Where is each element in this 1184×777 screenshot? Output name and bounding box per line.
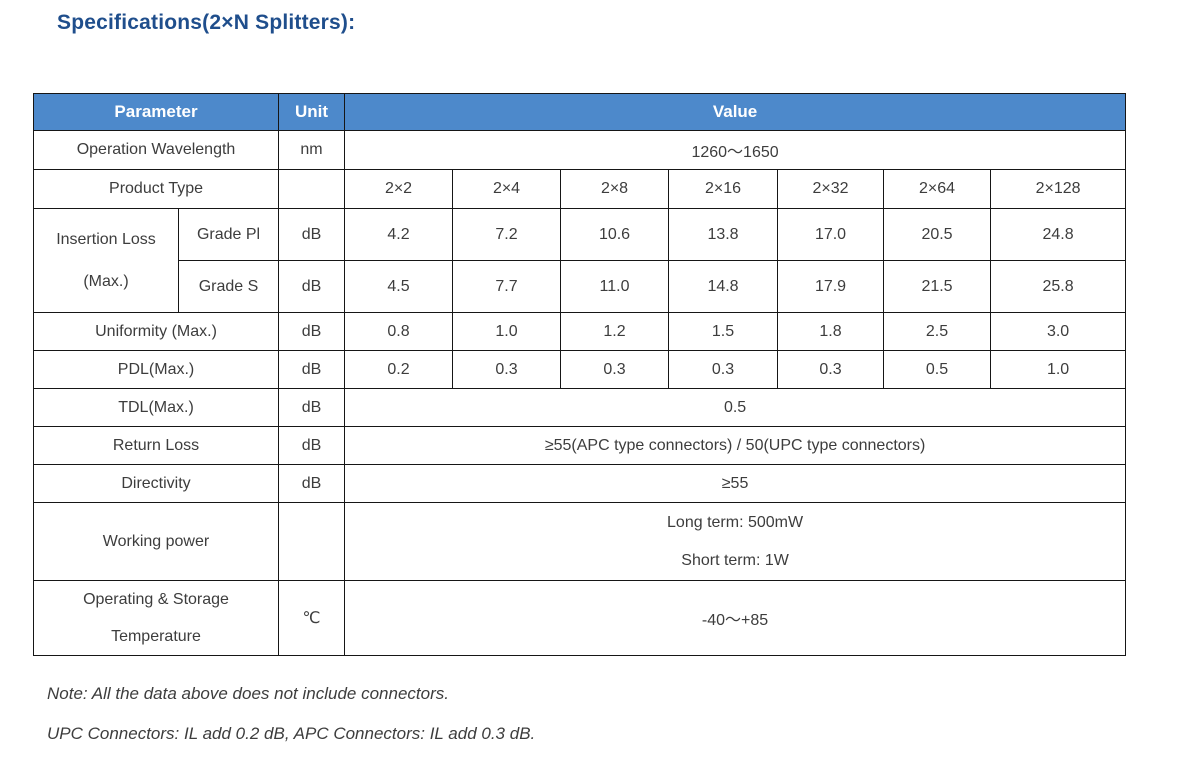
value-cell: 1.0 [452,312,562,351]
value-cell: 24.8 [990,208,1127,261]
unit-cell: nm [278,130,346,170]
param-label: Uniformity (Max.) [32,312,280,351]
note-il-add: UPC Connectors: IL add 0.2 dB, APC Conne… [47,724,536,743]
value-cell: 2×16 [668,169,779,209]
value-cell: 7.7 [452,260,562,313]
value-cell: 2×2 [344,169,454,209]
value-cell: 0.2 [344,350,454,389]
row-operation-wavelength: Operation Wavelength nm 1260～1650 [32,130,1127,170]
sub-param-label: Grade Pl [177,208,280,261]
value-cell: 17.0 [777,208,885,261]
value-cell: 2×4 [452,169,562,209]
value-cell: 21.5 [883,260,992,313]
row-insertion-loss-grade-s: Grade S dB 4.5 7.7 11.0 14.8 17.9 21.5 2… [34,260,1127,313]
value-cell: 1.2 [560,312,670,351]
param-label: Directivity [32,464,280,503]
value-cell: 1.8 [777,312,885,351]
operating-temp-label: Operating & Storage Temperature [83,591,229,645]
table-header-row: Parameter Unit Value [32,93,1127,131]
header-value: Value [344,93,1127,131]
row-pdl: PDL(Max.) dB 0.2 0.3 0.3 0.3 0.3 0.5 1.0 [32,350,1127,389]
row-product-type: Product Type 2×2 2×4 2×8 2×16 2×32 2×64 … [32,169,1127,209]
value-cell: 0.3 [668,350,779,389]
value-cell: 10.6 [560,208,670,261]
value-cell: 0.3 [452,350,562,389]
specifications-table: Parameter Unit Value Operation Wavelengt… [32,93,1127,656]
value-cell: 13.8 [668,208,779,261]
value-cell: 2.5 [883,312,992,351]
unit-cell: dB [278,464,346,503]
value-cell: ≥55(APC type connectors) / 50(UPC type c… [344,426,1127,465]
note-connectors: Note: All the data above does not includ… [47,684,449,703]
value-cell: 2×128 [990,169,1127,209]
unit-cell: dB [278,260,346,313]
value-cell: 3.0 [990,312,1127,351]
row-directivity: Directivity dB ≥55 [32,464,1127,503]
value-cell: 1.0 [990,350,1127,389]
param-label: Product Type [32,169,280,209]
value-cell: 2×32 [777,169,885,209]
value-cell: 4.5 [344,260,454,313]
value-cell: 25.8 [990,260,1127,313]
value-cell: 11.0 [560,260,670,313]
value-cell: 0.8 [344,312,454,351]
working-power-short-term: Short term: 1W [681,551,789,569]
value-cell: 0.3 [560,350,670,389]
row-return-loss: Return Loss dB ≥55(APC type connectors) … [32,426,1127,465]
unit-cell: dB [278,312,346,351]
unit-cell: dB [278,388,346,427]
value-cell: Long term: 500mW Short term: 1W [344,502,1127,581]
unit-cell: dB [278,208,346,261]
page-title: Specifications(2×N Splitters): [57,11,356,34]
header-parameter: Parameter [32,93,280,131]
value-cell: 0.5 [344,388,1127,427]
working-power-long-term: Long term: 500mW [667,513,804,531]
row-uniformity: Uniformity (Max.) dB 0.8 1.0 1.2 1.5 1.8… [32,312,1127,351]
row-working-power: Working power Long term: 500mW Short ter… [32,502,1127,581]
value-cell: -40～+85 [344,580,1127,656]
row-operating-temperature: Operating & Storage Temperature ℃ -40～+8… [32,580,1127,656]
param-label: Operating & Storage Temperature [32,580,280,656]
value-cell: 17.9 [777,260,885,313]
row-tdl: TDL(Max.) dB 0.5 [32,388,1127,427]
unit-cell: dB [278,350,346,389]
row-insertion-loss-grade-pl: Insertion Loss (Max.) Grade Pl dB 4.2 7.… [33,208,1127,313]
value-cell: 7.2 [452,208,562,261]
sub-param-label: Grade S [177,260,280,313]
unit-cell [278,502,346,581]
header-unit: Unit [278,93,346,131]
value-cell: ≥55 [344,464,1127,503]
value-cell: 2×64 [883,169,992,209]
param-label: PDL(Max.) [32,350,280,389]
value-cell: 1.5 [668,312,779,351]
value-cell: 20.5 [883,208,992,261]
insertion-loss-label: Insertion Loss (Max.) [56,230,156,290]
value-cell: 0.5 [883,350,992,389]
param-label: Return Loss [32,426,280,465]
value-cell: 2×8 [560,169,670,209]
unit-cell: ℃ [278,580,346,656]
param-label: TDL(Max.) [32,388,280,427]
param-label: Insertion Loss (Max.) [33,208,179,313]
param-label: Working power [32,502,280,581]
unit-cell [278,169,346,209]
notes-section: Note: All the data above does not includ… [47,684,535,764]
value-cell: 0.3 [777,350,885,389]
unit-cell: dB [278,426,346,465]
value-cell: 1260～1650 [344,130,1127,170]
value-cell: 14.8 [668,260,779,313]
param-label: Operation Wavelength [32,130,280,170]
value-cell: 4.2 [344,208,454,261]
